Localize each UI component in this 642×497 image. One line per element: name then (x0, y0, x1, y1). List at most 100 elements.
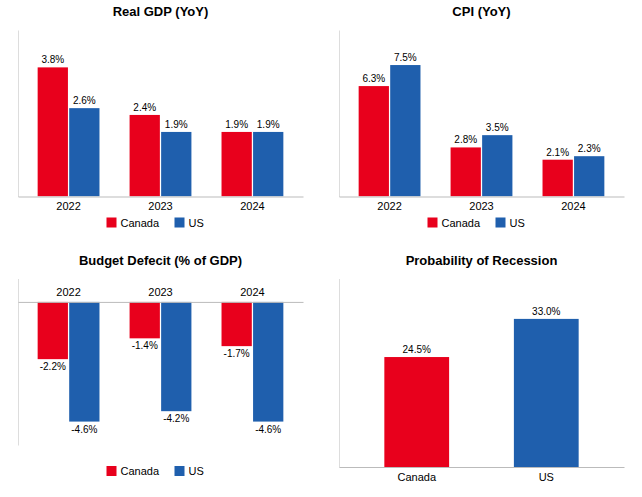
panel: Budget Defecit (% of GDP)202220232024-2.… (19, 253, 304, 478)
x-tick-label: 2022 (56, 286, 80, 298)
legend-swatch (175, 466, 185, 476)
title: CPI (YoY) (452, 4, 510, 19)
bar (222, 132, 252, 197)
legend-item: US (496, 217, 525, 229)
data-label: 6.3% (362, 73, 385, 84)
legend-swatch (107, 218, 117, 228)
x-tick: 2022 (377, 200, 401, 212)
bar (38, 302, 68, 359)
data-label: 33.0% (532, 306, 560, 317)
data-labels: -2.2%-1.4%-1.7%-4.6%-4.2%-4.6% (40, 340, 282, 434)
x-tick-label: 2024 (240, 200, 264, 212)
bar (482, 135, 512, 196)
y-axis-line (18, 31, 19, 198)
data-label: 2.6% (73, 95, 96, 106)
x-tick: 2024 (240, 286, 264, 298)
x-tick-label: 2024 (561, 200, 585, 212)
legend-swatch (175, 218, 185, 228)
x-axis-line (19, 302, 304, 303)
x-axis-line (340, 467, 625, 468)
y-axis (18, 279, 19, 446)
legend-label: US (189, 465, 204, 477)
legend-label: Canada (121, 465, 160, 477)
bar (161, 132, 191, 197)
legend-item: Canada (107, 465, 160, 477)
x-tick: US (539, 471, 554, 483)
x-tick: 2024 (240, 200, 264, 212)
y-axis-line (18, 279, 19, 446)
panel: Probability of Recession Canada US 24.5%33.… (340, 253, 625, 483)
x-axis: 2022 2023 2024 (19, 197, 304, 212)
y-axis-line (339, 279, 340, 468)
x-tick: 2023 (469, 200, 493, 212)
x-tick-label: 2022 (56, 200, 80, 212)
data-label: -4.2% (163, 413, 189, 424)
bar (161, 302, 191, 411)
x-axis: Canada US (340, 468, 625, 483)
legend-label: Canada (121, 217, 160, 229)
legend-item: US (175, 465, 204, 477)
bar (543, 160, 573, 197)
title: Probability of Recession (406, 253, 558, 268)
bar (130, 302, 160, 338)
y-axis (339, 279, 340, 468)
x-tick-label: 2024 (240, 286, 264, 298)
bar (38, 67, 68, 196)
chart: Real GDP (YoY)2022202320243.8%2.4%1.9%2.… (0, 0, 642, 497)
x-tick: Canada (397, 471, 436, 483)
data-labels: 6.3%2.8%2.1%7.5%3.5%2.3% (362, 52, 600, 158)
data-label: -1.7% (224, 348, 250, 359)
x-tick-label: US (539, 471, 554, 483)
x-tick: 2023 (148, 200, 172, 212)
bar (253, 132, 283, 197)
bar (130, 115, 160, 197)
data-label: -4.6% (255, 424, 281, 435)
legend-swatch (428, 218, 438, 228)
data-label: 1.9% (225, 119, 248, 130)
data-label: 2.4% (133, 102, 156, 113)
data-label: 7.5% (394, 52, 417, 63)
bar (253, 302, 283, 422)
x-tick: 2022 (56, 200, 80, 212)
bar (574, 156, 604, 196)
x-axis-line (19, 197, 304, 198)
panel: CPI (YoY) 2022 2023 2024 6.3% 2.8% 2.1% 7.5% 3.5… (340, 4, 625, 229)
data-label: 1.9% (165, 119, 188, 130)
y-axis-line (339, 31, 340, 198)
x-tick-label: 2023 (469, 200, 493, 212)
legend-swatch (496, 218, 506, 228)
legend: Canada US (428, 217, 525, 229)
data-label: 2.1% (546, 147, 569, 158)
bar (514, 319, 579, 467)
legend-label: US (189, 217, 204, 229)
data-label: -1.4% (132, 340, 158, 351)
legend-item: US (175, 217, 204, 229)
bar (69, 302, 99, 422)
data-label: -4.6% (71, 424, 97, 435)
x-tick: 2024 (561, 200, 585, 212)
x-tick-label: Canada (397, 471, 436, 483)
x-tick-label: 2023 (148, 200, 172, 212)
bars (359, 65, 605, 196)
bar (390, 65, 420, 196)
panel: Real GDP (YoY)2022202320243.8%2.4%1.9%2.… (19, 4, 304, 229)
bar (451, 147, 481, 196)
data-labels: 24.5%33.0% (403, 306, 561, 355)
x-tick: 2023 (148, 286, 172, 298)
x-axis-line (340, 197, 625, 198)
legend-swatch (107, 466, 117, 476)
y-axis (339, 31, 340, 198)
bar (222, 302, 252, 346)
x-axis: 2022 2023 2024 (340, 197, 625, 212)
legend-item: Canada (107, 217, 160, 229)
data-label: 2.8% (454, 134, 477, 145)
x-axis: 2022 2023 2024 (19, 286, 304, 303)
legend-item: Canada (428, 217, 481, 229)
data-label: 1.9% (257, 119, 280, 130)
x-tick-label: 2023 (148, 286, 172, 298)
bars (38, 67, 284, 196)
x-tick-label: 2022 (377, 200, 401, 212)
data-label: 3.5% (486, 122, 509, 133)
legend-label: US (510, 217, 525, 229)
bars (384, 319, 578, 467)
